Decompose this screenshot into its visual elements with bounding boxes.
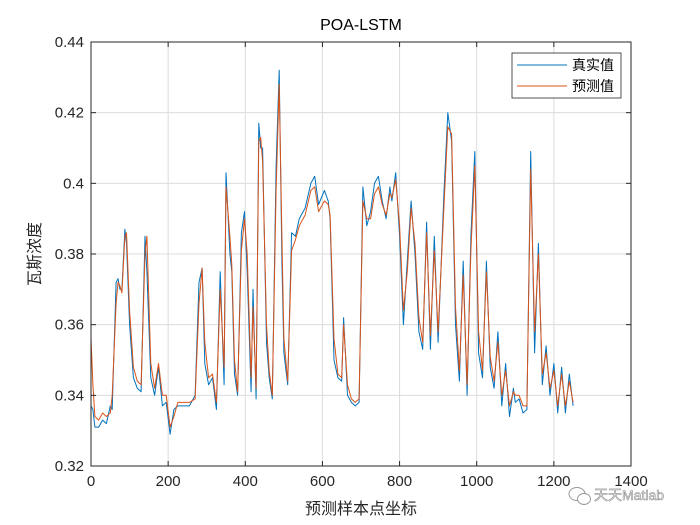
svg-text:天天Matlab: 天天Matlab [594, 487, 664, 503]
y-tick-label: 0.34 [55, 387, 84, 404]
x-tick-label: 800 [387, 473, 412, 490]
x-tick-label: 600 [310, 473, 335, 490]
x-tick-label: 200 [156, 473, 181, 490]
legend-label-true: 真实值 [572, 58, 614, 74]
x-axis-label: 预测样本点坐标 [305, 499, 417, 518]
series-lines [90, 69, 574, 435]
y-axis-label: 瓦斯浓度 [25, 222, 44, 286]
watermark: 天天Matlab [568, 487, 665, 505]
wechat-icon [568, 487, 591, 505]
y-tick-label: 0.42 [55, 105, 84, 122]
y-tick-label: 0.32 [55, 458, 84, 475]
x-tick-label: 0 [87, 473, 95, 490]
x-tick-label: 1200 [537, 473, 570, 490]
y-tick-label: 0.38 [55, 246, 84, 263]
x-tick-label: 1000 [460, 473, 493, 490]
chart-title: POA-LSTM [320, 17, 402, 34]
x-tick-label: 1400 [614, 473, 647, 490]
legend-label-pred: 预测值 [572, 79, 614, 95]
x-tick-label: 400 [233, 473, 258, 490]
series-line-pred [90, 83, 574, 428]
y-tick-label: 0.4 [63, 175, 84, 192]
y-tick-label: 0.36 [55, 317, 84, 334]
y-tick-label: 0.44 [55, 34, 84, 51]
legend: 真实值 预测值 [511, 52, 622, 99]
ticks: 0 200 400 600 800 1000 1200 1400 0.32 0.34 0.36 0.3… [55, 34, 648, 490]
